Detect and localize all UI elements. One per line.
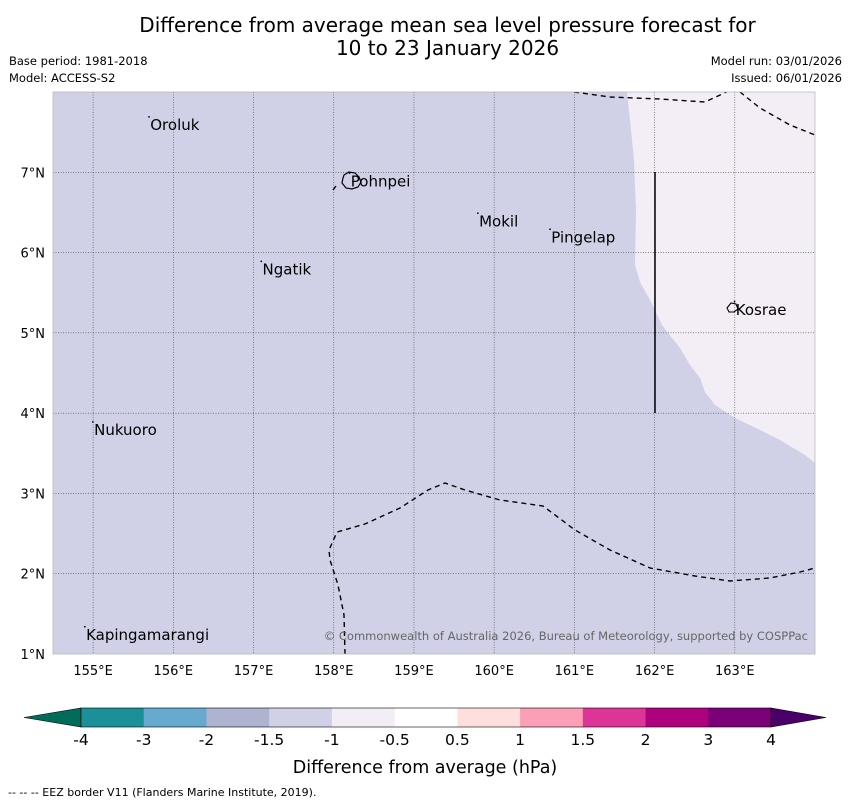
latitude-tick-label: 2°N: [21, 568, 46, 583]
colorbar-tick-label: 2: [641, 731, 651, 749]
colorbar: [23, 707, 827, 728]
place-label: Ngatik: [263, 261, 312, 279]
colorbar-tick-label: -4: [73, 731, 88, 749]
longitude-axis: 155°E 156°E 157°E 158°E 159°E 160°E 161°E 162°E…: [73, 664, 754, 679]
island-marker: [148, 116, 150, 118]
colorbar-tick-label: -0.5: [380, 731, 410, 749]
place-label: Mokil: [479, 212, 518, 230]
colorbar-tick-label: -2: [199, 731, 214, 749]
island-marker: [477, 212, 479, 214]
model-run: Model run: 03/01/2026: [710, 54, 842, 68]
island-marker: [84, 625, 86, 628]
colorbar-tick-label: -1.5: [254, 731, 284, 749]
place-label: Kapingamarangi: [86, 626, 209, 644]
map-title: Difference from average mean sea level p…: [0, 14, 850, 60]
longitude-tick-label: 161°E: [555, 664, 595, 679]
latitude-tick-label: 4°N: [21, 407, 46, 422]
anomaly-fill-east: [627, 92, 815, 463]
place-label: Nukuoro: [94, 421, 157, 439]
colorbar-tick-label: -1: [324, 731, 339, 749]
map-area: [53, 92, 815, 654]
graticule: [53, 92, 815, 654]
colorbar-swatch: [331, 708, 395, 727]
longitude-tick-label: 162°E: [635, 664, 675, 679]
island-marker: [260, 260, 263, 263]
colorbar-swatch: [394, 708, 458, 727]
base-period: Base period: 1981-2018: [9, 54, 148, 68]
latitude-tick-label: 3°N: [21, 487, 46, 502]
longitude-tick-label: 163°E: [715, 664, 755, 679]
colorbar-swatch: [520, 708, 584, 727]
eez-borders: [328, 92, 815, 654]
island-marker: [92, 421, 94, 423]
colorbar-swatch: [206, 708, 270, 727]
colorbar-swatch: [457, 708, 521, 727]
colorbar-frame: [80, 707, 772, 728]
colorbar-tick-label: -3: [136, 731, 151, 749]
longitude-tick-label: 157°E: [234, 664, 274, 679]
issued-date: Issued: 06/01/2026: [731, 71, 842, 85]
title-line-2: 10 to 23 January 2026: [335, 36, 560, 60]
colorbar-under-arrow: [23, 707, 82, 728]
kosrae-island-outline: [726, 302, 739, 313]
colorbar-over-arrow: [770, 707, 827, 728]
model-name: Model: ACCESS-S2: [9, 71, 116, 85]
latitude-tick-label: 5°N: [21, 327, 46, 342]
place-label: Pingelap: [551, 229, 615, 247]
longitude-tick-label: 155°E: [73, 664, 113, 679]
colorbar-swatch: [269, 708, 333, 727]
colorbar-label: Difference from average (hPa): [293, 758, 558, 778]
latitude-tick-label: 6°N: [21, 247, 46, 262]
colorbar-tick-label: 1.5: [570, 731, 595, 749]
place-label: Oroluk: [150, 116, 199, 134]
meta-right: Model run: 03/01/2026 Issued: 06/01/2026: [711, 53, 842, 87]
colorbar-swatch: [81, 708, 145, 727]
map-frame: [52, 91, 816, 655]
colorbar-tick-label: 4: [766, 731, 776, 749]
eez-border-fragment: [332, 185, 337, 191]
pohnpei-island-outline: [341, 171, 362, 190]
colorbar-swatch: [708, 708, 772, 727]
eez-footnote: -- -- -- EEZ border V11 (Flanders Marine…: [8, 786, 317, 799]
latitude-axis: 1°N 2°N 3°N 4°N 5°N 6°N 7°N: [21, 166, 46, 663]
longitude-tick-label: 160°E: [474, 664, 514, 679]
island-marker: [549, 228, 551, 231]
colorbar-tick-label: 1: [515, 731, 525, 749]
longitude-tick-label: 156°E: [154, 664, 194, 679]
colorbar-tick-label: 3: [703, 731, 713, 749]
colorbar-swatch: [645, 708, 709, 727]
latitude-tick-label: 7°N: [21, 166, 46, 181]
colorbar-tick-label: 0.5: [445, 731, 470, 749]
colorbar-swatch: [143, 708, 207, 727]
eez-border-north: [573, 92, 815, 136]
place-labels: Oroluk Pohnpei Mokil Pingelap Ngatik Kosrae Nu…: [84, 116, 786, 644]
place-label: Kosrae: [736, 301, 787, 319]
colorbar-ticks: -4 -3 -2 -1.5 -1 -0.5 0.5 1 1.5 2 3 4: [73, 731, 776, 749]
longitude-tick-label: 159°E: [394, 664, 434, 679]
longitude-tick-label: 158°E: [314, 664, 354, 679]
island-marker: [348, 172, 351, 174]
copyright-notice: © Commonwealth of Australia 2026, Bureau…: [324, 629, 808, 643]
title-line-1: Difference from average mean sea level p…: [139, 13, 756, 37]
latitude-tick-label: 1°N: [21, 648, 46, 663]
eez-border-south: [328, 482, 815, 654]
colorbar-swatch: [582, 708, 646, 727]
meta-left: Base period: 1981-2018 Model: ACCESS-S2: [9, 53, 148, 87]
island-marker: [733, 300, 736, 303]
place-label: Pohnpei: [351, 172, 411, 190]
